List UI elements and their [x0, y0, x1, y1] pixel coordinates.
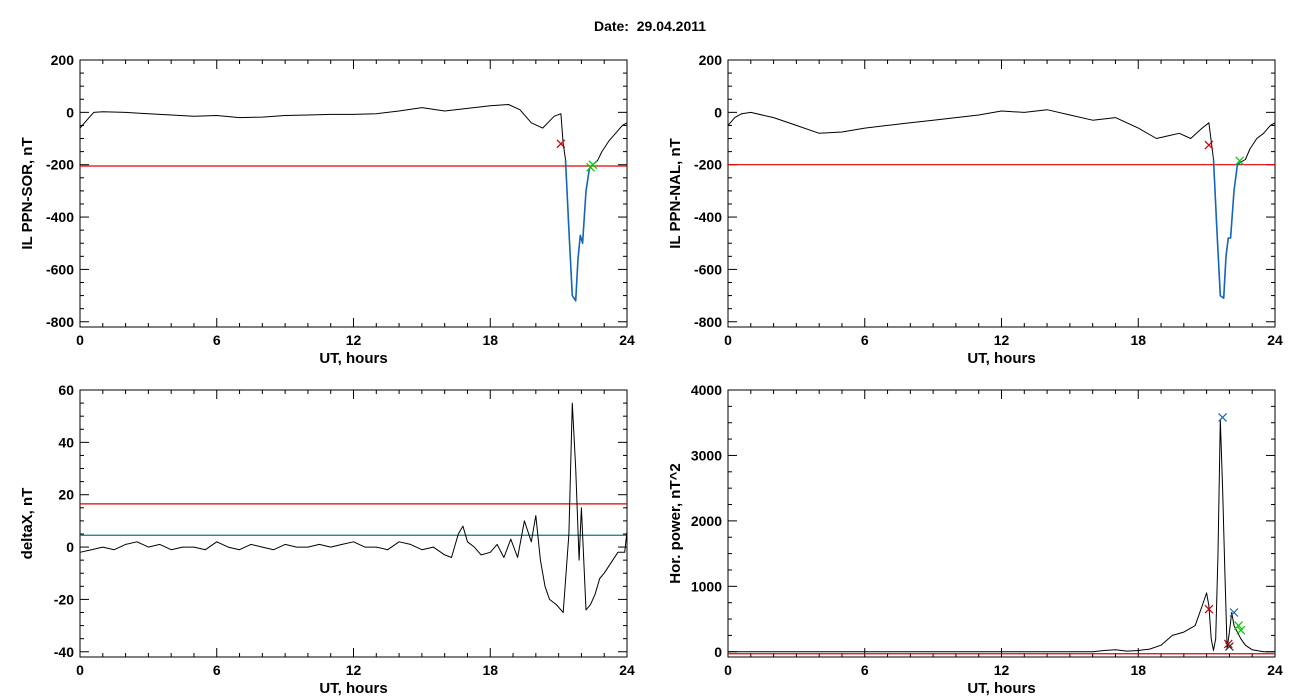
plot-frame: [79, 389, 628, 658]
x-tick-label: 18: [1130, 332, 1146, 348]
y-tick-label: -20: [54, 591, 74, 607]
y-tick-label: 0: [66, 539, 74, 555]
y-tick-label: 200: [51, 52, 75, 68]
chart-panel-1: 0 6 12 18 24 200 0 -200 -400 -600 -800 UT, hours IL …: [19, 52, 635, 367]
x-marker: [1223, 639, 1233, 649]
x-marker-stroke: [1229, 608, 1239, 617]
y-tick-label: 40: [58, 434, 74, 450]
x-marker-stroke: [588, 160, 598, 170]
y-tick-label: -800: [46, 314, 74, 330]
x-marker: [1236, 625, 1246, 635]
x-marker: [1234, 621, 1243, 631]
x-marker-stroke: [1218, 413, 1228, 422]
y-tick-label: 2000: [691, 513, 722, 529]
y-tick-label: -400: [694, 209, 722, 225]
y-tick-label: 200: [699, 52, 723, 68]
x-marker-stroke: [1236, 625, 1246, 635]
x-marker: [556, 139, 566, 149]
y-tick-label: 1000: [691, 578, 722, 594]
x-marker-stroke: [556, 139, 566, 149]
series-line-2: [1212, 159, 1242, 300]
x-marker: [1204, 604, 1214, 614]
x-tick-label: 6: [861, 662, 869, 678]
y-tick-label: 0: [714, 104, 722, 120]
date-value: 29.04.2011: [636, 18, 707, 34]
y-tick-label: 0: [66, 104, 74, 120]
y-tick-label: 3000: [691, 447, 722, 463]
y-tick-label: -400: [46, 209, 74, 225]
plot-frame: [727, 59, 1276, 328]
x-tick-label: 12: [346, 332, 362, 348]
x-tick-label: 0: [724, 332, 732, 348]
y-tick-label: 0: [714, 644, 722, 660]
series-line-2: [564, 159, 594, 302]
x-marker: [1235, 156, 1245, 166]
y-tick-label: 60: [58, 382, 74, 398]
x-marker-stroke: [1204, 604, 1214, 614]
chart-panel-3: 0 6 12 18 24 60 40 20 0 -20 -40 UT, hours deltaX, nT: [19, 382, 635, 697]
y-tick-label: 4000: [691, 382, 722, 398]
x-tick-label: 24: [1267, 332, 1283, 348]
x-tick-label: 24: [1267, 662, 1283, 678]
x-tick-label: 6: [213, 332, 221, 348]
x-tick-label: 12: [994, 332, 1010, 348]
x-tick-label: 6: [213, 662, 221, 678]
x-axis-label: UT, hours: [319, 680, 387, 697]
x-marker: [588, 160, 598, 170]
series-line-1: [727, 109, 1276, 299]
x-tick-label: 6: [861, 332, 869, 348]
x-tick-label: 12: [346, 662, 362, 678]
page-title: Date: 29.04.2011: [0, 18, 1300, 34]
x-marker: [1218, 413, 1228, 422]
x-marker-stroke: [1204, 140, 1214, 150]
x-tick-label: 0: [724, 662, 732, 678]
x-tick-label: 18: [1130, 662, 1146, 678]
y-tick-label: -200: [694, 157, 722, 173]
series-line-1: [79, 104, 628, 302]
x-tick-label: 18: [482, 662, 498, 678]
plot-frame: [727, 389, 1276, 658]
x-marker-stroke: [1223, 639, 1233, 649]
x-marker-stroke: [1235, 156, 1245, 166]
plot-frame: [79, 59, 628, 328]
y-axis-label: IL PPN-NAL, nT: [667, 138, 684, 249]
y-tick-label: -40: [54, 644, 74, 660]
x-marker: [1204, 140, 1214, 150]
y-tick-label: -600: [46, 261, 74, 277]
series-line-1: [79, 402, 628, 613]
x-marker-stroke: [1224, 642, 1234, 651]
y-axis-label: deltaX, nT: [19, 488, 36, 560]
y-axis-label: Hor. power, nT^2: [667, 463, 684, 583]
x-marker-stroke: [1234, 621, 1243, 631]
series-line-1: [728, 418, 1275, 653]
x-tick-label: 18: [482, 332, 498, 348]
y-tick-label: -800: [694, 314, 722, 330]
date-label: Date:: [593, 18, 629, 34]
x-tick-label: 24: [619, 662, 635, 678]
x-tick-label: 0: [76, 662, 84, 678]
y-tick-label: 20: [58, 487, 74, 503]
x-marker: [1229, 608, 1239, 617]
x-tick-label: 24: [619, 332, 635, 348]
y-tick-label: -200: [46, 157, 74, 173]
x-axis-label: UT, hours: [319, 350, 387, 367]
y-tick-label: -600: [694, 261, 722, 277]
x-tick-label: 12: [994, 662, 1010, 678]
chart-panel-2: 0 6 12 18 24 200 0 -200 -400 -600 -800 UT, hours IL …: [667, 52, 1283, 367]
x-axis-label: UT, hours: [967, 680, 1035, 697]
y-axis-label: IL PPN-SOR, nT: [19, 137, 36, 249]
x-axis-label: UT, hours: [967, 350, 1035, 367]
x-marker: [1224, 642, 1234, 651]
chart-panel-4: 0 6 12 18 24 4000 3000 2000 1000 0 UT, hours Hor. p…: [667, 382, 1283, 697]
x-tick-label: 0: [76, 332, 84, 348]
